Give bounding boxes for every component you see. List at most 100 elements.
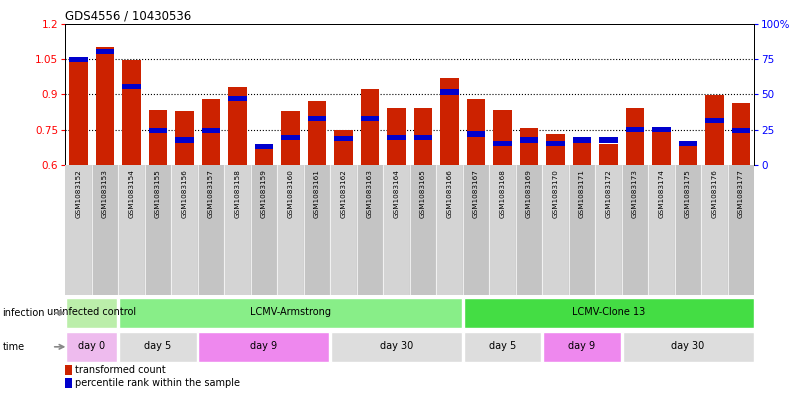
- Bar: [360, 116, 380, 121]
- Text: percentile rank within the sample: percentile rank within the sample: [75, 378, 240, 388]
- Bar: [546, 141, 565, 146]
- Bar: [701, 165, 728, 295]
- Bar: [148, 128, 168, 133]
- Bar: [277, 165, 303, 295]
- Bar: [119, 298, 462, 328]
- Text: GSM1083153: GSM1083153: [102, 169, 108, 218]
- Bar: [66, 298, 118, 328]
- Bar: [622, 332, 754, 362]
- Bar: [95, 47, 114, 165]
- Bar: [467, 99, 485, 165]
- Bar: [596, 165, 622, 295]
- Bar: [652, 129, 671, 165]
- Bar: [384, 165, 410, 295]
- Bar: [307, 116, 326, 121]
- Bar: [65, 165, 91, 295]
- Text: GSM1083167: GSM1083167: [473, 169, 479, 218]
- Text: GSM1083172: GSM1083172: [606, 169, 611, 218]
- Text: GSM1083170: GSM1083170: [553, 169, 558, 218]
- Text: GSM1083160: GSM1083160: [287, 169, 294, 218]
- Text: GSM1083162: GSM1083162: [341, 169, 346, 218]
- Bar: [626, 108, 644, 165]
- Bar: [675, 165, 701, 295]
- Text: day 5: day 5: [145, 341, 172, 351]
- Bar: [228, 87, 247, 165]
- Text: GSM1083163: GSM1083163: [367, 169, 373, 218]
- Bar: [65, 378, 72, 388]
- Text: infection: infection: [2, 308, 45, 318]
- Bar: [122, 60, 141, 165]
- Bar: [626, 127, 644, 132]
- Text: GSM1083165: GSM1083165: [420, 169, 426, 218]
- Text: time: time: [2, 342, 25, 352]
- Bar: [493, 141, 512, 146]
- Text: GSM1083159: GSM1083159: [261, 169, 267, 218]
- Bar: [652, 127, 671, 132]
- Bar: [69, 57, 87, 62]
- Text: GSM1083176: GSM1083176: [711, 169, 718, 218]
- Bar: [705, 95, 724, 165]
- Text: GDS4556 / 10430536: GDS4556 / 10430536: [65, 10, 191, 23]
- Bar: [572, 140, 592, 165]
- Text: day 0: day 0: [78, 341, 105, 351]
- Bar: [255, 144, 273, 149]
- Bar: [360, 89, 380, 165]
- Bar: [464, 332, 542, 362]
- Bar: [334, 130, 353, 165]
- Bar: [175, 111, 194, 165]
- Bar: [175, 138, 194, 143]
- Bar: [464, 298, 754, 328]
- Bar: [648, 165, 675, 295]
- Text: GSM1083158: GSM1083158: [234, 169, 241, 218]
- Bar: [303, 165, 330, 295]
- Bar: [334, 136, 353, 141]
- Text: GSM1083161: GSM1083161: [314, 169, 320, 218]
- Text: day 9: day 9: [569, 341, 596, 351]
- Text: transformed count: transformed count: [75, 365, 166, 375]
- Text: GSM1083174: GSM1083174: [658, 169, 665, 218]
- Text: GSM1083154: GSM1083154: [129, 169, 134, 218]
- Text: GSM1083155: GSM1083155: [155, 169, 161, 218]
- Bar: [463, 165, 489, 295]
- Bar: [119, 332, 197, 362]
- Bar: [440, 78, 459, 165]
- Text: day 9: day 9: [250, 341, 277, 351]
- Bar: [516, 165, 542, 295]
- Bar: [172, 165, 198, 295]
- Bar: [493, 110, 512, 165]
- Text: LCMV-Armstrong: LCMV-Armstrong: [250, 307, 331, 318]
- Bar: [732, 128, 750, 133]
- Bar: [679, 141, 697, 146]
- Bar: [489, 165, 516, 295]
- Bar: [546, 134, 565, 165]
- Bar: [414, 108, 432, 165]
- Bar: [387, 135, 406, 140]
- Bar: [122, 84, 141, 89]
- Bar: [118, 165, 145, 295]
- Bar: [542, 165, 569, 295]
- Bar: [357, 165, 384, 295]
- Bar: [728, 165, 754, 295]
- Bar: [330, 165, 357, 295]
- Bar: [202, 128, 220, 133]
- Bar: [440, 89, 459, 95]
- Bar: [145, 165, 172, 295]
- Bar: [66, 332, 118, 362]
- Bar: [679, 144, 697, 165]
- Bar: [281, 111, 299, 165]
- Text: day 5: day 5: [489, 341, 516, 351]
- Text: GSM1083156: GSM1083156: [181, 169, 187, 218]
- Bar: [148, 110, 168, 165]
- Bar: [224, 165, 251, 295]
- Bar: [599, 144, 618, 165]
- Bar: [572, 138, 592, 143]
- Bar: [198, 332, 330, 362]
- Text: GSM1083164: GSM1083164: [394, 169, 399, 218]
- Bar: [436, 165, 463, 295]
- Bar: [198, 165, 224, 295]
- Bar: [69, 59, 87, 165]
- Text: LCMV-Clone 13: LCMV-Clone 13: [572, 307, 646, 318]
- Bar: [732, 103, 750, 165]
- Text: GSM1083175: GSM1083175: [685, 169, 691, 218]
- Text: day 30: day 30: [380, 341, 413, 351]
